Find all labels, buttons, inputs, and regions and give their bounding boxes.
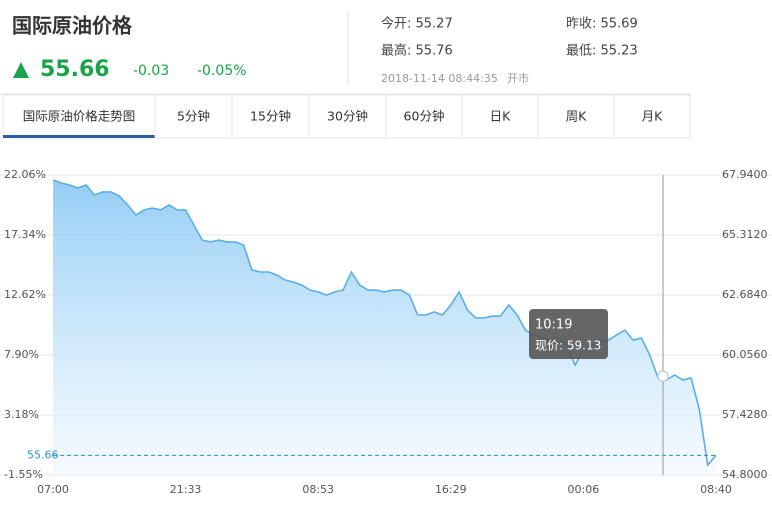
y2-tick-label: 22.06% [4, 168, 46, 181]
tab[interactable]: 月K [613, 94, 691, 139]
tab-label[interactable]: 15分钟 [250, 109, 291, 124]
tab-box[interactable] [461, 94, 539, 139]
tab[interactable]: 国际原油价格走势图 [2, 94, 156, 139]
tab-active-bar [3, 135, 155, 138]
high: 最高: 55.76 [381, 43, 453, 59]
y-tick-label: 65.3120 [722, 228, 768, 241]
up-icon [13, 62, 29, 78]
y2-tick-label: 7.90% [4, 348, 39, 361]
crosshair-dot [657, 370, 669, 382]
x-tick-label: 16:29 [435, 483, 467, 496]
tab-label[interactable]: 30分钟 [327, 109, 368, 124]
change: -0.03 [133, 63, 169, 79]
tab-box[interactable] [613, 94, 691, 139]
low: 最低: 55.23 [566, 44, 638, 59]
x-tick-label: 21:33 [170, 483, 202, 496]
last-price-label: 55.66 [27, 448, 59, 461]
y2-tick-label: 3.18% [4, 408, 39, 421]
title: 国际原油价格 [12, 14, 133, 38]
tab-label[interactable]: 60分钟 [404, 109, 445, 124]
tab-label[interactable]: 日K [490, 109, 512, 124]
tab-label[interactable]: 5分钟 [177, 109, 210, 124]
tabs: 国际原油价格走势图 5分钟 15分钟 30分钟 60分钟 日K 周K 月K [2, 94, 691, 139]
tab-label[interactable]: 国际原油价格走势图 [23, 109, 136, 124]
tab-label[interactable]: 月K [642, 109, 664, 124]
y2-tick-label: 12.62% [4, 288, 46, 301]
tab-box[interactable] [154, 94, 233, 139]
y-tick-label: 67.9400 [722, 168, 768, 181]
y2-tick-label: 17.34% [4, 228, 46, 241]
tab-label[interactable]: 周K [566, 109, 588, 124]
x-tick-label: 07:00 [37, 483, 69, 496]
tooltip-price: 现价: 59.13 [535, 339, 601, 353]
y-tick-label: 62.6840 [722, 288, 768, 301]
tab[interactable]: 15分钟 [231, 94, 310, 139]
prev-close: 昨收: 55.69 [566, 17, 638, 32]
chart: 54.8000 57.4280 60.0560 62.6840 65.3120 67.94… [0, 168, 772, 496]
y-tick-label: 57.4280 [722, 408, 768, 421]
open: 今开: 55.27 [381, 16, 453, 32]
y2-tick-label: -1.55% [4, 468, 43, 481]
area [53, 180, 716, 475]
x-tick-label: 08:40 [700, 483, 732, 496]
tab-box[interactable] [231, 94, 310, 139]
tab-box[interactable] [308, 94, 387, 139]
tab-box[interactable] [2, 94, 156, 139]
y-tick-label: 60.0560 [722, 348, 768, 361]
tab[interactable]: 60分钟 [385, 94, 463, 139]
status: 开市 [507, 71, 529, 85]
tooltip-box [529, 309, 608, 359]
tab[interactable]: 30分钟 [308, 94, 387, 139]
price: 55.66 [40, 57, 110, 82]
y-tick-label: 54.8000 [722, 468, 768, 481]
tab[interactable]: 日K [461, 94, 539, 139]
tab-box[interactable] [385, 94, 463, 139]
tooltip-time: 10:19 [535, 318, 572, 333]
tab[interactable]: 5分钟 [154, 94, 233, 139]
tab[interactable]: 周K [537, 94, 615, 139]
x-tick-label: 00:06 [568, 483, 600, 496]
change-pct: -0.05% [197, 63, 247, 79]
x-tick-label: 08:53 [302, 483, 334, 496]
timestamp: 2018-11-14 08:44:35 [381, 72, 498, 85]
